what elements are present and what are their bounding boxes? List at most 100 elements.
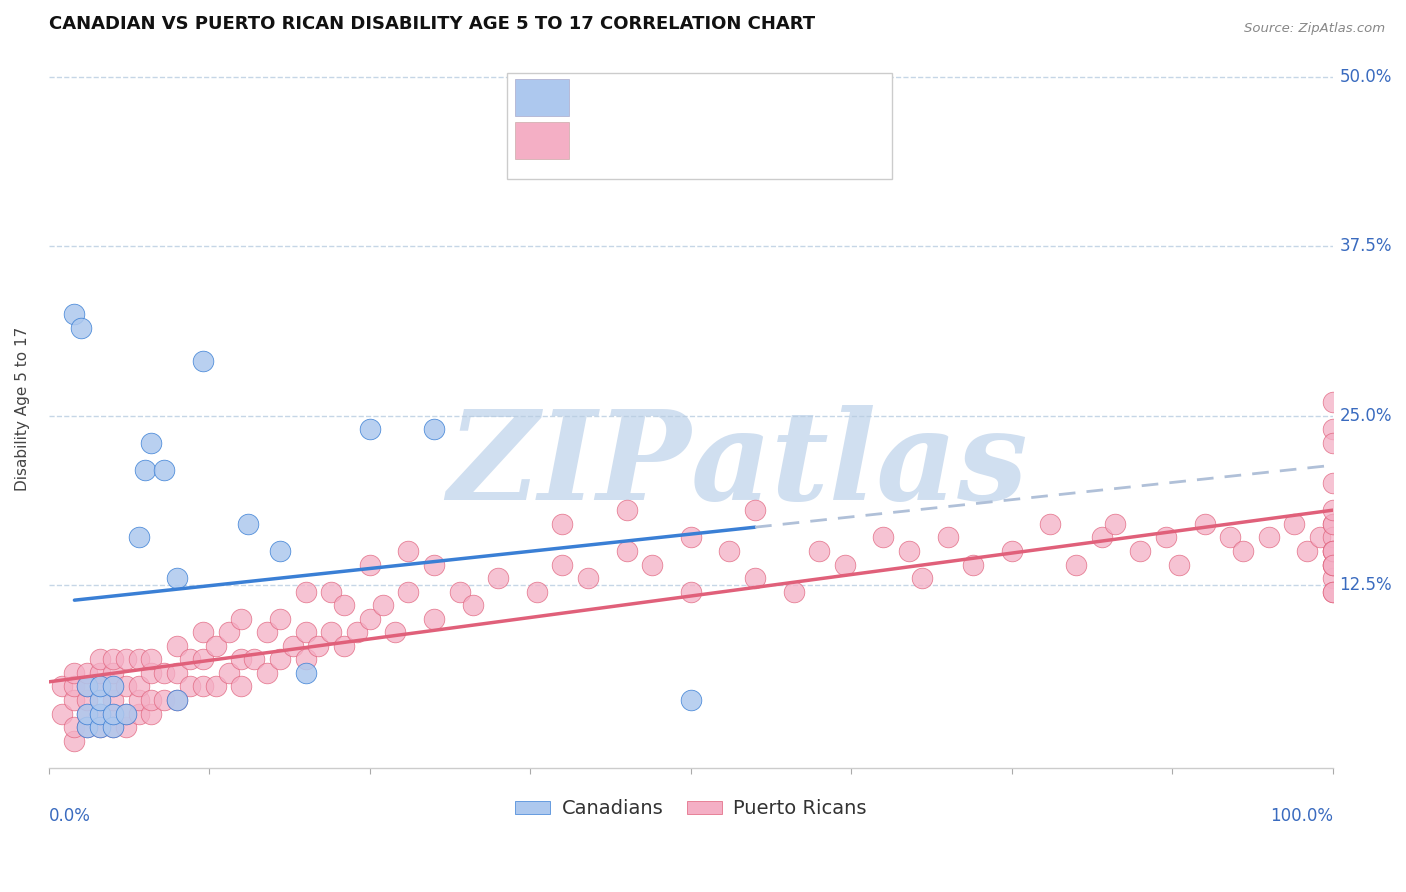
Point — [166, 693, 188, 707]
Point — [114, 652, 136, 666]
Point — [63, 733, 86, 747]
Point — [63, 720, 86, 734]
Point — [1322, 544, 1344, 558]
Point — [551, 516, 574, 531]
Point — [128, 680, 150, 694]
Point — [718, 544, 741, 558]
Point — [551, 558, 574, 572]
Point — [191, 680, 214, 694]
Text: 50.0%: 50.0% — [1340, 68, 1392, 86]
Point — [1322, 516, 1344, 531]
Point — [1322, 558, 1344, 572]
Text: R = 0.407   N = 130: R = 0.407 N = 130 — [579, 130, 776, 149]
FancyBboxPatch shape — [508, 73, 893, 179]
Point — [744, 503, 766, 517]
Point — [76, 720, 98, 734]
Point — [333, 639, 356, 653]
Point — [1309, 531, 1331, 545]
Point — [128, 531, 150, 545]
Point — [294, 665, 316, 680]
Point — [89, 680, 111, 694]
Point — [1322, 544, 1344, 558]
Point — [576, 571, 599, 585]
Point — [1322, 558, 1344, 572]
Point — [1322, 531, 1344, 545]
Point — [679, 693, 702, 707]
Point — [114, 680, 136, 694]
Text: R = 0.304   N =  26: R = 0.304 N = 26 — [579, 87, 769, 105]
Point — [359, 612, 381, 626]
Point — [101, 706, 124, 721]
Point — [76, 665, 98, 680]
Point — [1219, 531, 1241, 545]
Point — [641, 558, 664, 572]
Point — [179, 652, 201, 666]
Point — [166, 639, 188, 653]
Point — [269, 612, 291, 626]
Point — [101, 693, 124, 707]
Point — [70, 320, 93, 334]
Point — [423, 558, 446, 572]
Point — [153, 693, 176, 707]
FancyBboxPatch shape — [515, 78, 569, 116]
Point — [89, 693, 111, 707]
Point — [333, 598, 356, 612]
Point — [231, 680, 253, 694]
Point — [191, 625, 214, 640]
Point — [231, 612, 253, 626]
Point — [204, 639, 226, 653]
Point — [1167, 558, 1189, 572]
Point — [396, 544, 419, 558]
Point — [679, 584, 702, 599]
Point — [114, 706, 136, 721]
Point — [236, 516, 259, 531]
Point — [808, 544, 831, 558]
Point — [141, 435, 163, 450]
Point — [114, 720, 136, 734]
Text: CANADIAN VS PUERTO RICAN DISABILITY AGE 5 TO 17 CORRELATION CHART: CANADIAN VS PUERTO RICAN DISABILITY AGE … — [49, 15, 815, 33]
Point — [1322, 544, 1344, 558]
Point — [63, 307, 86, 321]
Point — [89, 706, 111, 721]
Point — [101, 665, 124, 680]
Point — [269, 652, 291, 666]
Point — [679, 531, 702, 545]
Point — [449, 584, 471, 599]
Point — [1001, 544, 1024, 558]
Point — [141, 706, 163, 721]
Text: 12.5%: 12.5% — [1340, 576, 1392, 594]
Point — [616, 503, 638, 517]
Point — [89, 665, 111, 680]
Point — [256, 665, 278, 680]
Text: 25.0%: 25.0% — [1340, 407, 1392, 425]
Point — [114, 706, 136, 721]
Point — [101, 680, 124, 694]
Point — [1064, 558, 1087, 572]
Point — [51, 680, 73, 694]
Point — [834, 558, 856, 572]
Point — [307, 639, 329, 653]
Point — [141, 665, 163, 680]
Point — [101, 706, 124, 721]
Point — [101, 680, 124, 694]
Point — [63, 680, 86, 694]
Point — [1232, 544, 1254, 558]
Point — [1104, 516, 1126, 531]
Point — [294, 584, 316, 599]
Point — [461, 598, 484, 612]
Point — [1322, 503, 1344, 517]
Point — [526, 584, 548, 599]
Point — [141, 693, 163, 707]
Point — [63, 665, 86, 680]
Point — [89, 720, 111, 734]
Text: atlas: atlas — [690, 406, 1028, 527]
Point — [962, 558, 984, 572]
Point — [898, 544, 921, 558]
Point — [76, 720, 98, 734]
Point — [76, 680, 98, 694]
Point — [1091, 531, 1114, 545]
Point — [1322, 584, 1344, 599]
Point — [1322, 584, 1344, 599]
Point — [911, 571, 934, 585]
FancyBboxPatch shape — [515, 121, 569, 159]
